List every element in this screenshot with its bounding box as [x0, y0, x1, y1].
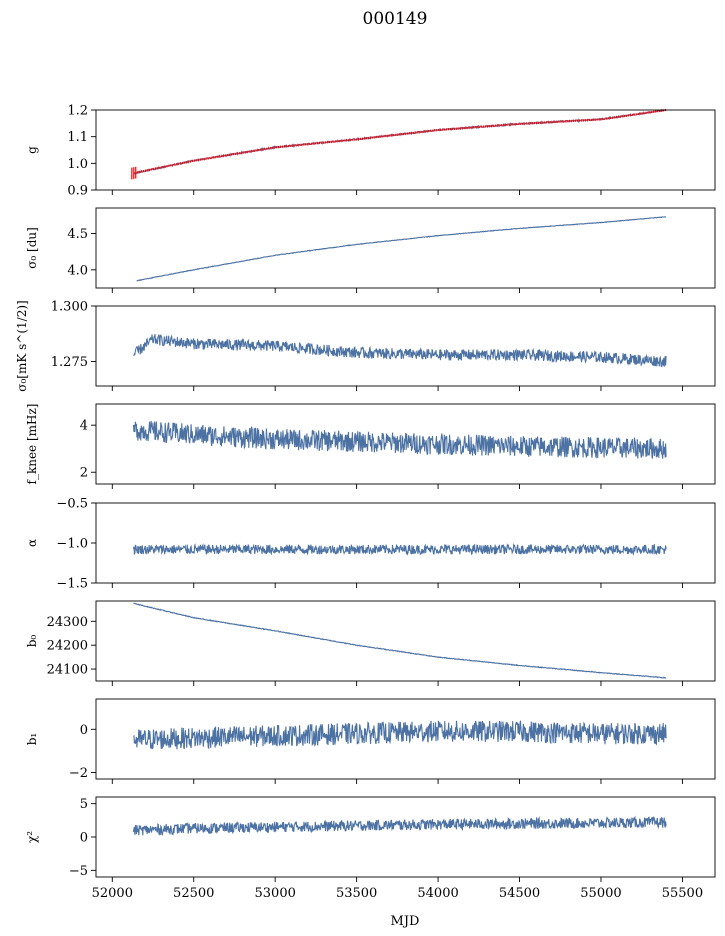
series-line-1 — [133, 108, 667, 175]
y-axis-label: f_knee [mHz] — [25, 404, 39, 485]
x-tick-label: 54500 — [499, 886, 540, 901]
y-axis-label: χ² — [25, 831, 39, 843]
y-tick-label: 4 — [80, 419, 88, 434]
y-tick-label: −1.0 — [56, 537, 88, 552]
panel-6: 24100 24200 24300 b₀ — [25, 600, 716, 686]
panel-frame — [95, 207, 716, 289]
series-line-1 — [133, 334, 667, 368]
y-tick-label: 1.1 — [67, 130, 88, 145]
y-tick-label: 24300 — [47, 615, 88, 630]
y-axis-label: b₁ — [25, 733, 39, 746]
x-axis-label: MJD — [391, 914, 420, 929]
y-tick-label: −5 — [69, 864, 88, 879]
y-tick-label: 0 — [80, 831, 88, 846]
panel-frame — [95, 600, 716, 682]
x-tick-label: 53500 — [336, 886, 377, 901]
series-line-1 — [132, 815, 667, 836]
red-errorbars — [131, 109, 667, 180]
y-tick-label: −2 — [69, 766, 88, 781]
panel-frame — [95, 403, 716, 485]
series-line-1 — [132, 420, 667, 459]
y-tick-label: 1.0 — [67, 157, 88, 172]
panel-2: 4.0 4.5 σ₀ [du] — [25, 207, 716, 293]
x-tick-label: 55000 — [580, 886, 621, 901]
figure-title: 000149 — [363, 9, 428, 29]
y-tick-label: 0.9 — [67, 184, 88, 199]
series-line-1 — [133, 602, 667, 679]
y-tick-label: 24100 — [47, 663, 88, 678]
panel-5: −1.5 −1.0 −0.5 α — [25, 497, 716, 592]
y-tick-label: 0 — [80, 723, 88, 738]
y-axis-label: α — [25, 539, 39, 547]
panel-1: 0.9 1.0 1.1 1.2 g — [25, 104, 716, 199]
y-axis-label: b₀ — [25, 635, 39, 648]
series-line-1 — [136, 216, 667, 282]
y-tick-label: 4.5 — [67, 227, 88, 242]
y-tick-label: 5 — [80, 797, 88, 812]
y-axis-label: σ₀[mK s^(1/2)] — [15, 300, 29, 391]
panel-frame — [95, 502, 716, 584]
panel-frame — [95, 698, 716, 780]
panel-frame — [95, 796, 716, 878]
series-line-1 — [132, 542, 667, 556]
x-tick-label: 52000 — [92, 886, 133, 901]
panel-3: 1.275 1.300 σ₀[mK s^(1/2)] — [15, 300, 716, 392]
y-tick-label: 24200 — [47, 639, 88, 654]
panels: 0.9 1.0 1.1 1.2 g 4.0 4.5 σ₀ [du] 1.275 1.300 σ₀[m… — [15, 104, 716, 901]
y-axis-label: σ₀ [du] — [25, 227, 39, 269]
y-tick-label: 1.2 — [67, 104, 88, 119]
series-line-1 — [133, 720, 667, 750]
y-tick-label: 4.0 — [67, 263, 88, 278]
y-tick-label: −1.5 — [56, 577, 88, 592]
panel-8: −5 0 5 χ² — [25, 796, 716, 882]
x-tick-label: 55500 — [662, 886, 703, 901]
panel-frame — [95, 305, 716, 387]
panel-4: 2 4 f_knee [mHz] — [25, 403, 716, 489]
panel-frame — [95, 109, 716, 191]
y-axis-label: g — [25, 146, 39, 154]
x-tick-label: 52500 — [173, 886, 214, 901]
y-tick-label: 2 — [80, 466, 88, 481]
x-tick-label: 54000 — [417, 886, 458, 901]
x-tick-label: 53000 — [255, 886, 296, 901]
y-tick-label: −0.5 — [56, 497, 88, 512]
y-tick-label: 1.300 — [51, 300, 88, 315]
panel-7: −2 0 b₁ — [25, 698, 716, 784]
y-tick-label: 1.275 — [51, 355, 88, 370]
